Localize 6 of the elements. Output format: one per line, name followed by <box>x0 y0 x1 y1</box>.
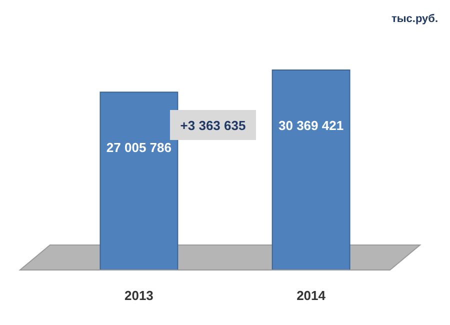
x-tick-label: 2013 <box>124 288 154 303</box>
data-label: 27 005 786 <box>106 140 172 156</box>
text: тыс.руб. <box>392 13 438 25</box>
data-label: 30 369 421 <box>278 118 344 133</box>
annotation: +3 363 635 <box>180 118 246 133</box>
x-tick-label: 2014 <box>296 288 326 303</box>
